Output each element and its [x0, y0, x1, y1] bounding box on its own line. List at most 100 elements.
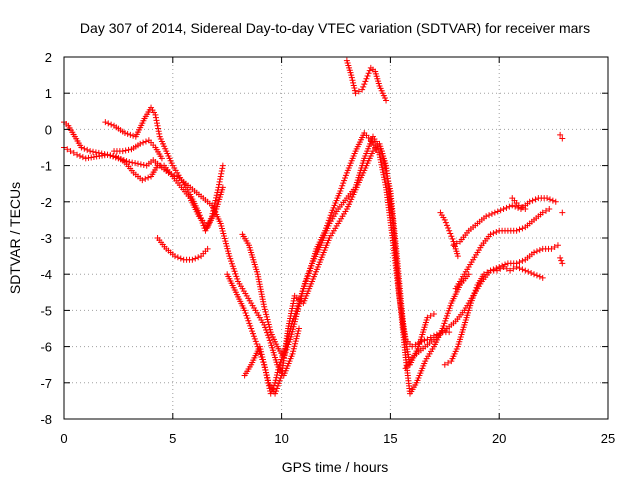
data-point — [219, 228, 226, 235]
data-point — [338, 185, 345, 192]
data-point — [470, 292, 477, 299]
data-point — [256, 278, 263, 285]
data-point — [140, 161, 147, 168]
data-point — [487, 231, 494, 238]
data-point — [473, 284, 480, 291]
data-point — [289, 305, 296, 312]
data-point — [295, 328, 302, 335]
data-point — [480, 271, 487, 278]
data-point — [340, 180, 347, 187]
data-point — [198, 217, 205, 224]
data-point — [129, 159, 136, 166]
data-point — [219, 165, 226, 172]
data-point — [259, 293, 266, 300]
data-point — [204, 245, 211, 252]
data-point — [557, 131, 564, 138]
data-point — [447, 230, 454, 237]
series-track-18 — [559, 209, 566, 216]
series-track-11 — [441, 263, 546, 368]
data-point — [442, 219, 449, 226]
data-point — [446, 329, 453, 336]
data-point — [195, 254, 202, 261]
data-point — [348, 72, 355, 79]
data-point — [503, 265, 510, 272]
data-point — [98, 150, 105, 157]
data-point — [446, 305, 453, 312]
data-point — [277, 359, 284, 366]
data-point — [257, 286, 264, 293]
y-tick-label: -3 — [40, 231, 52, 246]
data-point — [140, 139, 147, 146]
data-point — [152, 111, 159, 118]
data-point — [512, 203, 519, 210]
data-point — [291, 343, 298, 350]
data-point — [155, 125, 162, 132]
x-tick-label: 5 — [169, 431, 176, 446]
data-point — [294, 308, 301, 315]
data-point — [221, 233, 228, 240]
data-point — [246, 320, 253, 327]
data-point — [289, 350, 296, 357]
data-point — [288, 307, 295, 314]
data-point — [263, 372, 270, 379]
data-point — [362, 78, 369, 85]
data-point — [291, 295, 298, 302]
data-point — [516, 226, 523, 233]
data-points — [61, 57, 566, 397]
data-point — [443, 312, 450, 319]
data-point — [351, 85, 358, 92]
data-point — [264, 332, 271, 339]
data-point — [291, 318, 298, 325]
data-point — [225, 250, 232, 257]
data-point — [418, 338, 425, 345]
data-point — [276, 361, 283, 368]
data-point — [536, 273, 543, 280]
data-point — [292, 316, 299, 323]
data-point — [263, 329, 270, 336]
data-point — [265, 318, 272, 325]
data-point — [510, 265, 517, 272]
data-point — [554, 242, 561, 249]
data-point — [260, 301, 267, 308]
data-point — [228, 258, 235, 265]
axis-ticks — [63, 56, 609, 420]
data-point — [286, 317, 293, 324]
data-point — [287, 315, 294, 322]
data-point — [107, 152, 114, 159]
data-point — [273, 385, 280, 392]
y-tick-label: -7 — [40, 376, 52, 391]
data-point — [551, 244, 558, 251]
data-point — [349, 77, 356, 84]
data-point — [499, 262, 506, 269]
data-point — [219, 162, 226, 169]
data-point — [339, 182, 346, 189]
data-point — [70, 149, 77, 156]
data-point — [174, 254, 181, 261]
y-axis-label: SDTVAR / TECUs — [7, 182, 23, 294]
data-point — [218, 223, 225, 230]
data-point — [211, 200, 218, 207]
data-point — [214, 189, 221, 196]
y-tick-label: -6 — [40, 340, 52, 355]
data-point — [446, 227, 453, 234]
y-tick-label: 2 — [45, 50, 52, 65]
data-point — [285, 322, 292, 329]
data-point — [139, 177, 146, 184]
x-tick-label: 15 — [383, 431, 397, 446]
data-point — [189, 256, 196, 263]
data-point — [108, 121, 115, 128]
data-point — [258, 348, 265, 355]
data-point — [409, 343, 416, 350]
y-tick-labels: 2 1 0 -1 -2 -3 -4 -5 -6 -7 -8 — [40, 50, 52, 427]
data-point — [262, 366, 269, 373]
data-point — [253, 341, 260, 348]
data-point — [443, 315, 450, 322]
data-point — [325, 217, 332, 224]
data-point — [177, 255, 184, 262]
data-point — [257, 346, 264, 353]
data-point — [548, 245, 555, 252]
data-point — [171, 253, 178, 260]
data-point — [286, 338, 293, 345]
data-point — [273, 374, 280, 381]
data-point — [259, 356, 266, 363]
